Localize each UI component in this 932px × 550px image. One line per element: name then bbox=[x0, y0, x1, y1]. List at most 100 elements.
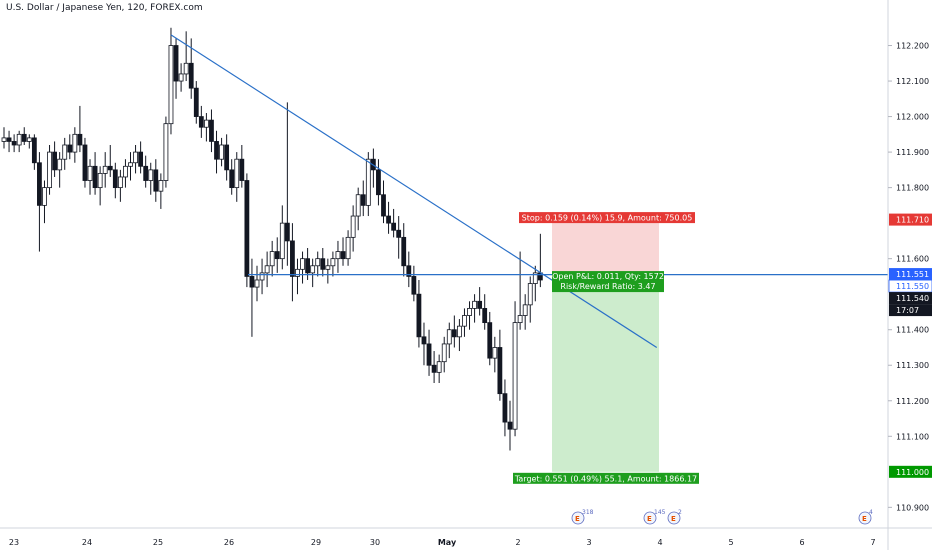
candle-down bbox=[290, 240, 295, 277]
candle-down bbox=[82, 144, 88, 181]
open-pnl-box[interactable] bbox=[552, 271, 664, 293]
candle-down bbox=[214, 141, 219, 160]
time-axis-label: 5 bbox=[728, 538, 733, 547]
candle-up bbox=[57, 158, 63, 171]
candle-down bbox=[198, 116, 204, 128]
price-tick-label: 111.300 bbox=[896, 361, 929, 370]
candle-up bbox=[279, 222, 285, 260]
candle-up bbox=[315, 258, 321, 267]
price-tick-label: 111.600 bbox=[896, 255, 929, 264]
candle-up bbox=[527, 283, 533, 306]
candle-down bbox=[229, 169, 235, 189]
candle-up bbox=[26, 137, 32, 142]
candle-up bbox=[522, 304, 528, 316]
event-count-badge: 4 bbox=[869, 509, 873, 516]
candle-down bbox=[406, 265, 412, 277]
candle-up bbox=[102, 165, 108, 174]
candle-up bbox=[183, 62, 189, 75]
earnings-icon[interactable] bbox=[858, 511, 872, 525]
candle-down bbox=[224, 144, 230, 171]
candle-down bbox=[249, 276, 255, 288]
price-tag bbox=[889, 465, 932, 478]
time-axis-label: 23 bbox=[9, 538, 19, 547]
symbol-title[interactable]: U.S. Dollar / Japanese Yen, 120, FOREX.c… bbox=[6, 3, 203, 13]
candle-up bbox=[203, 119, 209, 128]
price-tick-label: 111.800 bbox=[896, 184, 929, 193]
earnings-icon[interactable] bbox=[643, 511, 657, 525]
candle-up bbox=[330, 258, 336, 267]
candle-up bbox=[123, 165, 128, 178]
candle-up bbox=[295, 268, 300, 277]
candle-down bbox=[92, 165, 98, 189]
time-axis-label: 29 bbox=[311, 538, 321, 547]
earnings-icon[interactable] bbox=[571, 511, 585, 525]
candle-down bbox=[6, 137, 12, 142]
candle-up bbox=[350, 215, 356, 238]
price-tag-label: 111.710 bbox=[896, 216, 929, 225]
price-tick-label: 112.200 bbox=[896, 42, 929, 51]
bar-countdown: 17:07 bbox=[896, 306, 919, 315]
candle-up bbox=[355, 194, 361, 217]
risk-zone[interactable] bbox=[552, 219, 659, 277]
candle-down bbox=[107, 165, 113, 171]
candle-down bbox=[31, 137, 37, 164]
candle-up bbox=[148, 169, 154, 181]
descending-trendline[interactable] bbox=[170, 34, 658, 348]
price-tag bbox=[889, 292, 932, 305]
price-tick-label: 111.400 bbox=[896, 326, 929, 335]
price-tag-label: 111.540 bbox=[896, 294, 929, 303]
candle-down bbox=[360, 194, 366, 206]
candle-up bbox=[62, 144, 68, 160]
candle-down bbox=[396, 229, 402, 238]
reward-zone[interactable] bbox=[552, 276, 659, 472]
candle-up bbox=[72, 133, 78, 153]
time-axis-label: 30 bbox=[370, 538, 380, 547]
candle-down bbox=[376, 169, 381, 196]
price-tag bbox=[889, 268, 932, 281]
event-glyph: E bbox=[647, 515, 652, 523]
candle-down bbox=[138, 151, 144, 167]
candle-up bbox=[234, 158, 240, 189]
candle-up bbox=[365, 158, 371, 206]
event-glyph: E bbox=[862, 515, 867, 523]
candle-down bbox=[67, 144, 73, 153]
candle-up bbox=[168, 45, 174, 125]
time-axis-label: 24 bbox=[82, 538, 92, 547]
candle-up bbox=[436, 361, 442, 373]
candle-down bbox=[391, 222, 397, 231]
candle-down bbox=[52, 151, 57, 171]
candle-down bbox=[507, 421, 513, 430]
price-tick-label: 111.200 bbox=[896, 397, 929, 406]
candle-down bbox=[431, 364, 437, 373]
target-label: Target: 0.551 (0.49%) 55.1, Amount: 1866… bbox=[514, 474, 697, 483]
stop-label-box[interactable] bbox=[519, 212, 695, 224]
candle-up bbox=[512, 322, 518, 430]
candle-up bbox=[325, 265, 331, 270]
candle-down bbox=[209, 119, 214, 142]
candle-up bbox=[97, 173, 103, 189]
candle-down bbox=[188, 62, 194, 89]
candle-down bbox=[11, 141, 17, 146]
event-count-badge: 2 bbox=[678, 509, 682, 516]
candle-down bbox=[37, 162, 42, 206]
target-label-box[interactable] bbox=[513, 472, 699, 484]
candle-up bbox=[259, 272, 265, 281]
candle-down bbox=[487, 322, 493, 359]
price-tag-label: 111.000 bbox=[896, 468, 929, 477]
price-tick-label: 111.100 bbox=[896, 432, 929, 441]
candle-up bbox=[467, 308, 472, 316]
candle-up bbox=[47, 151, 52, 189]
stop-label: Stop: 0.159 (0.14%) 15.9, Amount: 750.05 bbox=[522, 214, 693, 223]
candle-down bbox=[244, 180, 250, 277]
candle-up bbox=[456, 325, 462, 338]
time-axis-label: 4 bbox=[657, 538, 662, 547]
candle-up bbox=[1, 137, 7, 142]
price-tag-label: 111.550 bbox=[896, 282, 929, 291]
dividend-icon[interactable] bbox=[667, 511, 681, 525]
candle-up bbox=[472, 300, 477, 309]
time-axis-label: 7 bbox=[870, 538, 875, 547]
candle-down bbox=[477, 300, 483, 309]
candle-down bbox=[320, 258, 326, 270]
candle-down bbox=[386, 215, 391, 224]
